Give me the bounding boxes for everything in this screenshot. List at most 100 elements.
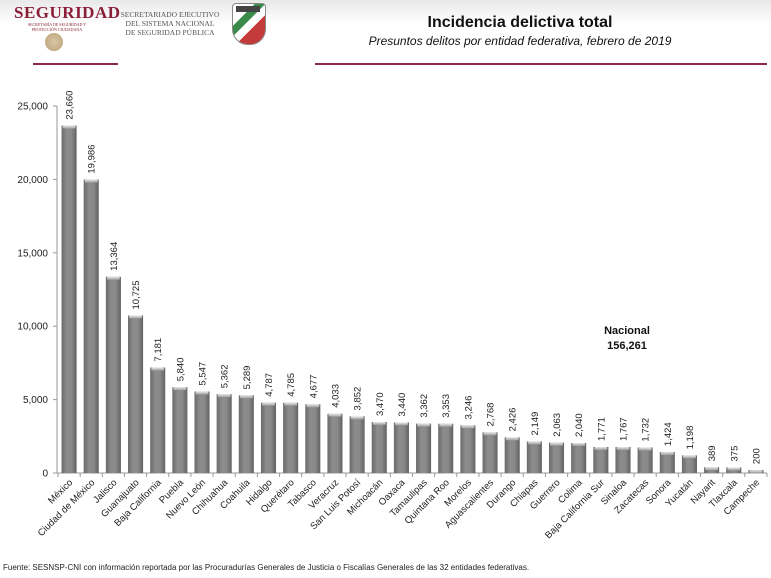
- secretariado-line: DEL SISTEMA NACIONAL: [125, 19, 215, 28]
- value-label: 2,426: [508, 408, 519, 432]
- bar-cap: [461, 425, 475, 429]
- seguridad-logo: SEGURIDAD: [14, 3, 121, 22]
- bar: [504, 437, 520, 473]
- bar-cap: [505, 437, 519, 441]
- bar-cap: [638, 447, 652, 451]
- bar-cap: [549, 442, 564, 446]
- value-label: 3,353: [441, 394, 452, 418]
- header-band: [0, 0, 771, 62]
- value-label: 1,732: [641, 418, 652, 442]
- bar-cap: [417, 423, 431, 427]
- bar-cap: [106, 276, 120, 280]
- bar: [416, 423, 432, 473]
- bar: [83, 179, 99, 473]
- value-label: 375: [729, 446, 740, 462]
- value-label: 5,840: [175, 357, 186, 381]
- value-label: 19,986: [87, 145, 98, 174]
- seguridad-logo-subtext: SECRETARÍA DE SEGURIDAD Y PROTECCIÓN CIU…: [27, 22, 87, 32]
- value-label: 5,362: [220, 365, 231, 389]
- bar-cap: [151, 367, 165, 371]
- bar: [371, 422, 387, 473]
- y-tick-label: 20,000: [17, 175, 48, 186]
- value-label: 2,149: [530, 412, 541, 436]
- bar-cap: [62, 125, 76, 129]
- bar-cap: [84, 179, 98, 183]
- value-label: 3,440: [397, 393, 408, 417]
- bar-cap: [439, 423, 453, 427]
- bar-cap: [372, 422, 386, 426]
- value-label: 5,289: [242, 366, 253, 390]
- source-footnote: Fuente: SESNSP-CNI con información repor…: [3, 563, 530, 572]
- bar-cap: [527, 441, 541, 445]
- y-tick-label: 5,000: [23, 395, 48, 406]
- value-label: 10,725: [131, 280, 142, 309]
- bar: [438, 423, 454, 473]
- chart-subtitle: Presuntos delitos por entidad federativa…: [368, 34, 672, 48]
- bar: [238, 395, 254, 473]
- bar: [105, 276, 121, 473]
- value-label: 13,364: [109, 242, 120, 271]
- bar-cap: [129, 315, 143, 319]
- bar: [128, 315, 144, 473]
- bar-cap: [217, 394, 231, 398]
- bars: [61, 125, 764, 473]
- value-label: 4,677: [308, 375, 319, 399]
- value-label: 1,424: [663, 422, 674, 446]
- value-label: 1,767: [618, 417, 629, 441]
- bar: [216, 394, 232, 473]
- value-label: 3,470: [375, 392, 386, 416]
- value-label: 23,660: [65, 91, 76, 120]
- value-label: 7,181: [153, 338, 164, 362]
- bar-cap: [261, 402, 276, 406]
- bar: [194, 391, 210, 473]
- value-label: 4,033: [330, 384, 341, 408]
- bar: [593, 447, 609, 473]
- value-label: 1,771: [596, 417, 607, 441]
- bar-cap: [749, 470, 763, 473]
- bar-cap: [394, 422, 408, 426]
- bar: [327, 413, 343, 473]
- secretariado-line: SECRETARIADO EJECUTIVO: [120, 10, 220, 19]
- value-label: 3,852: [353, 387, 364, 411]
- bar: [482, 432, 498, 473]
- header-divider: [315, 63, 767, 65]
- bar-cap: [173, 387, 187, 391]
- y-tick-label: 15,000: [17, 248, 48, 259]
- bar: [349, 416, 365, 473]
- bar: [571, 443, 587, 473]
- bar-cap: [195, 391, 209, 395]
- bar: [637, 447, 653, 473]
- bar: [305, 404, 321, 473]
- value-label: 200: [751, 448, 762, 464]
- bar-cap: [328, 413, 342, 417]
- secretariado-line: DE SEGURIDAD PÚBLICA: [125, 28, 215, 37]
- bar: [393, 422, 409, 473]
- bar: [150, 367, 166, 473]
- bar: [526, 441, 542, 473]
- y-tick-label: 0: [42, 469, 48, 480]
- bar-cap: [350, 416, 364, 420]
- bar: [659, 452, 675, 473]
- bar: [548, 442, 565, 473]
- national-total-label: Nacional: [604, 325, 650, 337]
- bar-cap: [616, 447, 630, 451]
- value-label: 4,787: [264, 373, 275, 397]
- bar: [172, 387, 188, 473]
- value-label: 1,198: [685, 426, 696, 450]
- bar-cap: [572, 443, 586, 447]
- value-label: 3,246: [463, 396, 474, 420]
- bar: [283, 402, 299, 473]
- chart-title: Incidencia delictiva total: [427, 14, 613, 31]
- value-label: 5,547: [198, 362, 209, 386]
- bar: [681, 455, 697, 473]
- bar-cap: [239, 395, 253, 399]
- header-divider: [33, 63, 118, 65]
- value-label: 2,063: [552, 413, 563, 437]
- value-label: 3,362: [419, 394, 430, 418]
- bar: [460, 425, 476, 473]
- value-label: 389: [707, 445, 718, 461]
- y-tick-label: 10,000: [17, 322, 48, 333]
- value-label: 2,040: [574, 413, 585, 437]
- bar-cap: [682, 455, 696, 459]
